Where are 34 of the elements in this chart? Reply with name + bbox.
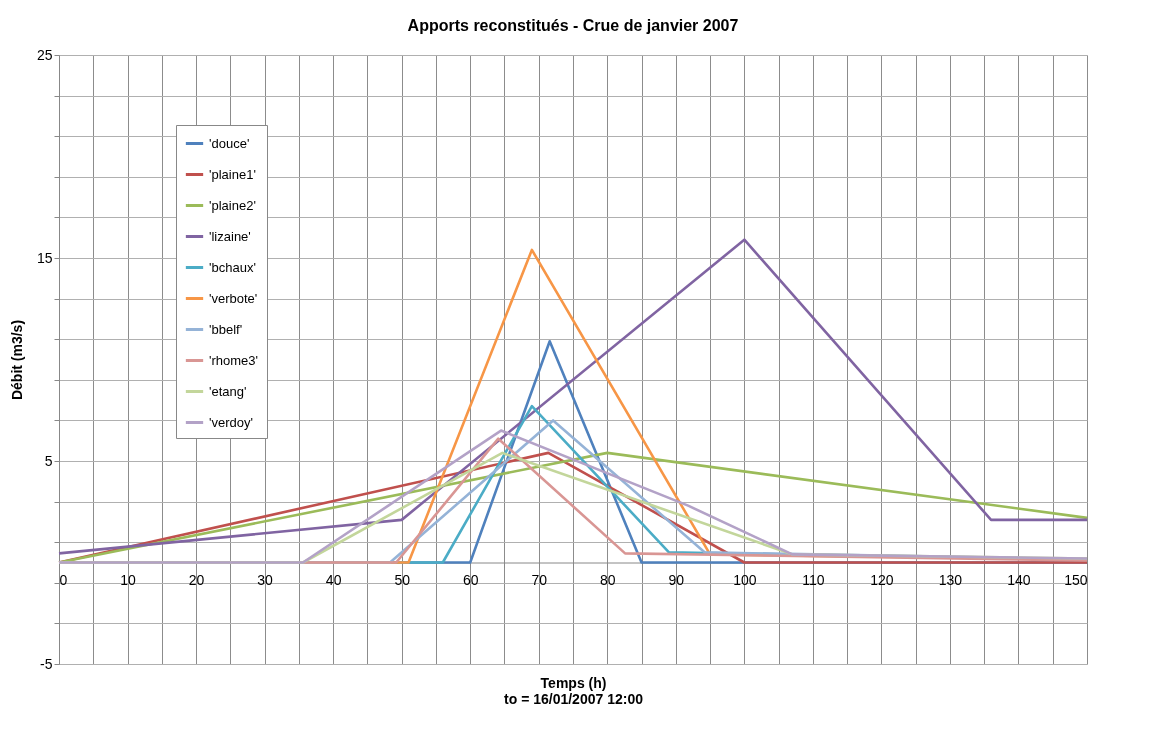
x-tick-label: 30	[257, 572, 274, 588]
x-axis-title: Temps (h)	[540, 674, 607, 691]
x-tick-label: 20	[188, 572, 205, 588]
legend-label: 'bchaux'	[209, 259, 256, 275]
legend-label: 'plaine2'	[209, 197, 256, 213]
chart-title: Apports reconstitués - Crue de janvier 2007	[407, 17, 739, 34]
legend-label: 'rhome3'	[209, 352, 259, 368]
legend-label: 'verbote'	[209, 290, 258, 306]
legend-label: 'plaine1'	[209, 166, 256, 182]
x-tick-label: 80	[599, 572, 616, 588]
x-tick-label: 0	[59, 572, 68, 588]
text: to = 16/01/2007 12:00	[504, 690, 644, 707]
x-tick-label: 150	[1064, 572, 1088, 588]
y-tick-label: 25	[36, 46, 53, 63]
legend-label: 'douce'	[209, 135, 250, 151]
y-tick-label: 15	[36, 249, 53, 266]
x-tick-label: 140	[1007, 572, 1031, 588]
x-tick-label: 120	[870, 572, 894, 588]
legend-label: 'etang'	[209, 383, 247, 399]
x-tick-label: 50	[394, 572, 411, 588]
y-axis-title: Débit (m3/s)	[8, 319, 25, 401]
x-tick-label: 60	[462, 572, 479, 588]
x-tick-label: 10	[120, 572, 137, 588]
legend-label: 'lizaine'	[209, 228, 251, 244]
y-tick-label: 5	[44, 452, 53, 469]
x-tick-label: 90	[668, 572, 685, 588]
y-tick-label: -5	[40, 655, 53, 672]
legend-label: 'bbelf'	[209, 321, 243, 337]
legend-label: 'verdoy'	[209, 414, 253, 430]
x-tick-label: 40	[325, 572, 342, 588]
x-tick-label: 110	[802, 572, 825, 588]
x-tick-label: 70	[531, 572, 548, 588]
x-tick-label: 130	[938, 572, 963, 588]
x-tick-label: 100	[733, 572, 757, 588]
